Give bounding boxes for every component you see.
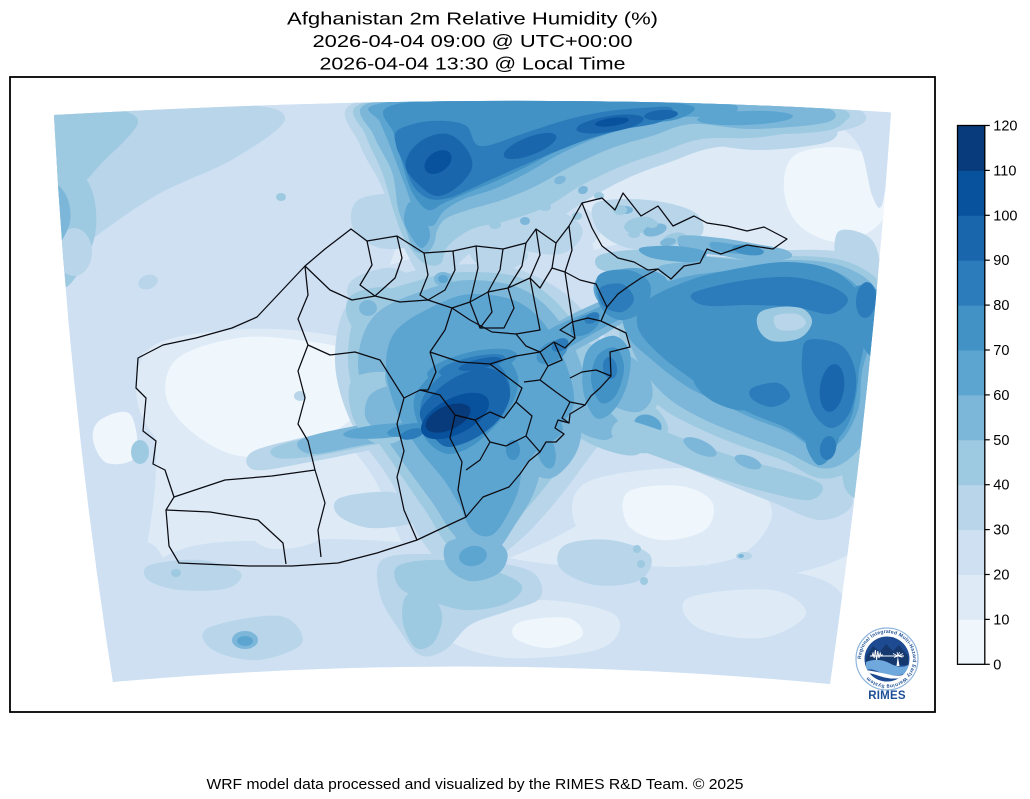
svg-text:90: 90 [993,253,1009,269]
svg-text:2026-04-04 13:30 @ Local Time: 2026-04-04 13:30 @ Local Time [320,54,626,74]
svg-text:Afghanistan 2m Relative Humidi: Afghanistan 2m Relative Humidity (%) [287,9,658,29]
svg-text:80: 80 [993,298,1009,314]
svg-text:RIMES: RIMES [868,690,906,702]
svg-text:2026-04-04 09:00 @ UTC+00:00: 2026-04-04 09:00 @ UTC+00:00 [313,31,633,51]
svg-text:10: 10 [993,612,1009,628]
svg-text:50: 50 [993,433,1009,449]
svg-text:60: 60 [993,388,1009,404]
svg-text:30: 30 [993,523,1009,539]
svg-text:70: 70 [993,343,1009,359]
svg-text:0: 0 [993,657,1001,673]
svg-text:40: 40 [993,478,1009,494]
svg-text:110: 110 [993,163,1016,179]
svg-text:20: 20 [993,568,1009,584]
svg-text:100: 100 [993,208,1017,224]
svg-text:WRF model data processed and v: WRF model data processed and visualized … [207,776,744,793]
svg-text:120: 120 [993,119,1017,135]
